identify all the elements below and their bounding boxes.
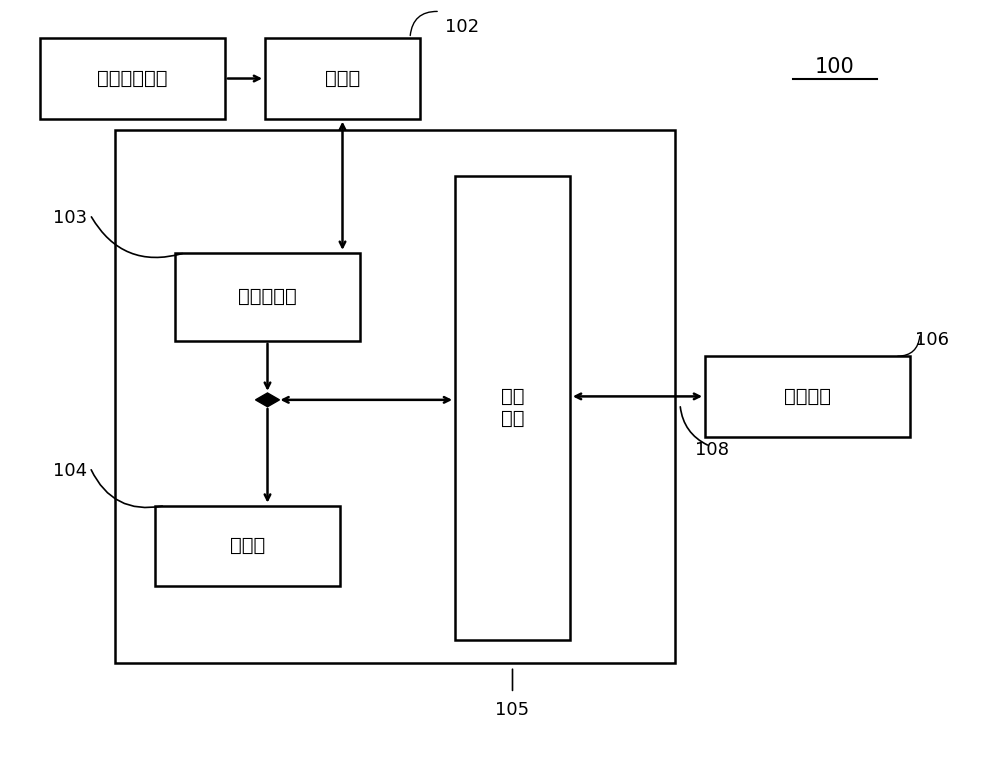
Text: 存儲控制器: 存儲控制器 (238, 287, 297, 306)
Text: 跨服匹配裝置: 跨服匹配裝置 (97, 69, 168, 88)
Text: 存儲器: 存儲器 (325, 69, 360, 88)
Polygon shape (255, 393, 279, 407)
Text: 106: 106 (915, 331, 949, 349)
FancyBboxPatch shape (115, 130, 675, 663)
FancyBboxPatch shape (40, 38, 225, 119)
Text: 108: 108 (695, 441, 729, 459)
Text: 處理器: 處理器 (230, 536, 265, 555)
Text: 105: 105 (495, 701, 530, 719)
Text: 102: 102 (445, 18, 479, 36)
Text: 外設
接口: 外設 接口 (501, 388, 524, 428)
FancyBboxPatch shape (155, 506, 340, 586)
FancyBboxPatch shape (455, 176, 570, 640)
FancyBboxPatch shape (265, 38, 420, 119)
Text: 射頻模塊: 射頻模塊 (784, 387, 831, 406)
Text: 103: 103 (53, 209, 87, 228)
Text: 100: 100 (815, 57, 855, 77)
FancyBboxPatch shape (175, 253, 360, 341)
Text: 104: 104 (53, 462, 87, 480)
FancyBboxPatch shape (705, 356, 910, 437)
